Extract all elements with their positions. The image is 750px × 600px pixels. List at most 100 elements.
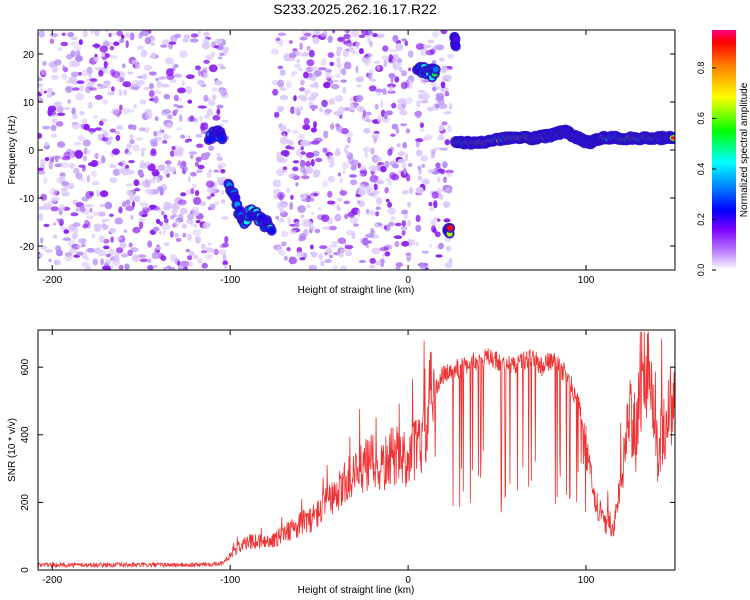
noise-speckle (46, 94, 53, 98)
noise-speckle (61, 73, 68, 80)
noise-speckle (183, 166, 188, 172)
noise-speckle (351, 30, 360, 38)
noise-speckle (286, 128, 291, 133)
noise-speckle (78, 238, 86, 244)
noise-speckle (219, 65, 226, 70)
noise-speckle (166, 114, 173, 120)
noise-speckle (85, 190, 93, 199)
noise-speckle (343, 200, 350, 205)
noise-speckle (111, 148, 120, 155)
noise-speckle (193, 197, 202, 205)
noise-speckle (292, 160, 300, 164)
noise-speckle (301, 198, 310, 202)
noise-speckle (344, 30, 350, 34)
noise-speckle (322, 180, 328, 188)
noise-speckle (127, 249, 133, 257)
noise-speckle (206, 110, 214, 116)
snr-axes: -200 -100 0 100 0 200 400 600 (20, 330, 675, 586)
noise-speckle (84, 257, 90, 261)
noise-speckle (376, 197, 383, 206)
noise-speckle (48, 200, 57, 204)
noise-speckle (157, 186, 164, 192)
snr-x-tick-label: -200 (42, 575, 62, 586)
noise-speckle (38, 167, 44, 171)
noise-speckle (90, 170, 98, 178)
spectrogram-y-tick-label: 20 (23, 50, 35, 61)
noise-speckle (42, 203, 50, 210)
noise-speckle (369, 174, 379, 183)
noise-speckle (164, 201, 171, 207)
noise-speckle (427, 106, 434, 112)
noise-speckle (279, 208, 285, 214)
noise-speckle (93, 56, 100, 62)
noise-speckle (169, 215, 175, 220)
noise-speckle (368, 231, 375, 238)
noise-speckle (391, 58, 398, 62)
noise-speckle (118, 167, 127, 174)
noise-speckle (91, 233, 96, 239)
noise-speckle (98, 69, 104, 77)
noise-speckle (174, 232, 179, 238)
noise-speckle (141, 202, 149, 209)
noise-speckle (217, 63, 224, 67)
noise-speckle (200, 250, 208, 254)
noise-speckle (406, 85, 413, 89)
noise-speckle (161, 83, 170, 88)
noise-speckle (189, 38, 199, 43)
noise-speckle (304, 89, 312, 94)
noise-speckle (310, 127, 317, 133)
noise-speckle (387, 201, 392, 208)
noise-speckle (109, 163, 114, 168)
noise-speckle (270, 48, 280, 55)
noise-speckle (300, 214, 305, 218)
noise-speckle (275, 37, 281, 41)
noise-speckle (433, 200, 438, 209)
noise-speckle (163, 169, 170, 176)
noise-speckle (85, 248, 89, 253)
noise-speckle (185, 74, 195, 80)
noise-speckle (337, 172, 342, 177)
noise-speckle (98, 211, 106, 217)
noise-speckle (82, 30, 88, 38)
noise-speckle (305, 166, 314, 174)
noise-speckle (400, 81, 408, 90)
noise-speckle (94, 127, 103, 131)
noise-speckle (415, 43, 425, 50)
noise-speckle (64, 252, 73, 257)
noise-speckle (132, 144, 140, 152)
noise-speckle (327, 155, 335, 164)
noise-speckle (86, 175, 91, 183)
noise-speckle (169, 150, 175, 157)
noise-speckle (445, 172, 453, 178)
noise-speckle (127, 71, 134, 75)
noise-speckle (272, 88, 279, 96)
noise-speckle (447, 125, 452, 133)
noise-speckle (341, 68, 347, 76)
noise-speckle (179, 207, 188, 215)
noise-speckle (127, 142, 133, 149)
noise-speckle (179, 50, 188, 58)
noise-speckle (92, 211, 100, 216)
noise-speckle (448, 102, 453, 111)
noise-speckle (307, 72, 313, 78)
noise-speckle (79, 84, 85, 92)
noise-speckle (82, 224, 88, 229)
noise-speckle (195, 190, 200, 197)
noise-speckle (329, 244, 338, 248)
noise-speckle (203, 71, 207, 79)
noise-speckle (407, 239, 416, 246)
snr-y-tick-label: 0 (20, 567, 31, 573)
noise-speckle (81, 69, 89, 77)
snr-frame (37, 329, 676, 571)
noise-speckle (184, 86, 193, 95)
noise-speckle (340, 265, 348, 270)
noise-speckle (312, 36, 320, 44)
noise-speckle (122, 63, 126, 69)
noise-speckle (439, 57, 445, 62)
noise-speckle (272, 188, 281, 194)
noise-speckle (436, 92, 445, 100)
noise-speckle (189, 250, 195, 257)
noise-speckle (83, 147, 88, 155)
noise-speckle (163, 214, 168, 220)
